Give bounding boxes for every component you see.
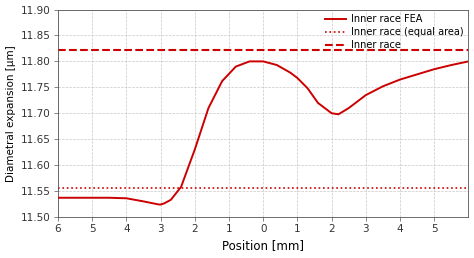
Inner race FEA: [448, 63, 454, 67]
Inner race FEA: [315, 101, 321, 104]
Inner race FEA: [55, 196, 61, 199]
Inner race FEA: [219, 79, 225, 83]
Inner race FEA: [380, 85, 386, 88]
Inner race FEA: [274, 63, 280, 67]
Inner race: [294, 49, 300, 52]
Inner race FEA: [124, 197, 129, 200]
Inner race FEA: [158, 203, 164, 206]
Inner race: [260, 49, 266, 52]
Inner race FEA: [329, 112, 335, 115]
Inner race FEA: [141, 200, 146, 203]
Inner race FEA: [288, 71, 293, 74]
Inner race FEA: [363, 94, 369, 97]
Inner race FEA: [89, 196, 95, 199]
Inner race (equal area): [294, 187, 300, 190]
Inner race FEA: [294, 76, 300, 79]
Inner race FEA: [465, 60, 471, 63]
Inner race FEA: [246, 60, 252, 63]
Inner race FEA: [431, 68, 437, 71]
Inner race FEA: [233, 65, 239, 68]
Inner race FEA: [346, 107, 352, 110]
Inner race FEA: [397, 78, 403, 81]
Inner race FEA: [206, 107, 211, 110]
Inner race FEA: [72, 196, 78, 199]
Inner race FEA: [336, 113, 341, 116]
Inner race FEA: [106, 196, 112, 199]
Inner race FEA: [178, 185, 184, 188]
Line: Inner race FEA: Inner race FEA: [58, 61, 468, 205]
Inner race FEA: [161, 202, 167, 205]
Y-axis label: Diametral expansion [µm]: Diametral expansion [µm]: [6, 45, 16, 182]
Legend: Inner race FEA, Inner race (equal area), Inner race: Inner race FEA, Inner race (equal area),…: [323, 12, 465, 52]
Inner race (equal area): [260, 187, 266, 190]
X-axis label: Position [mm]: Position [mm]: [222, 239, 304, 252]
Inner race FEA: [305, 87, 310, 90]
Inner race FEA: [414, 73, 420, 76]
Inner race FEA: [192, 148, 198, 151]
Inner race FEA: [168, 198, 173, 201]
Inner race FEA: [260, 60, 266, 63]
Inner race FEA: [156, 203, 162, 206]
